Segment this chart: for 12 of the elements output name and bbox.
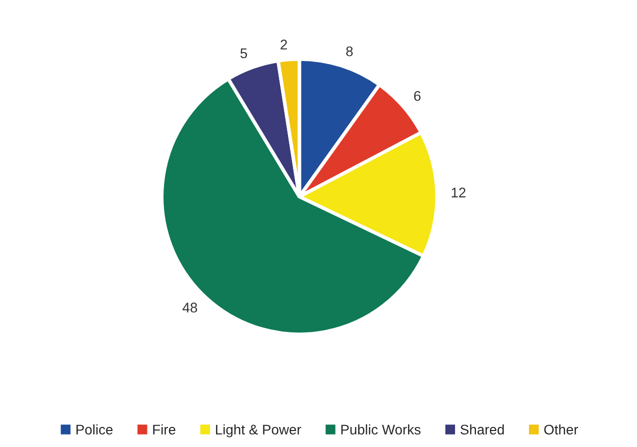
legend-label: Shared <box>460 424 504 435</box>
legend-label: Fire <box>153 424 176 435</box>
data-label: 48 <box>182 302 198 312</box>
data-label: 2 <box>280 40 287 50</box>
data-label: 5 <box>240 48 248 58</box>
legend-label: Other <box>544 424 578 435</box>
legend-label: Police <box>76 424 113 435</box>
data-label: 6 <box>414 91 421 101</box>
data-label: 12 <box>452 188 466 198</box>
legend-label: Public Works <box>341 424 421 435</box>
data-label: 8 <box>346 46 353 56</box>
legend-label: Light & Power <box>216 424 302 438</box>
